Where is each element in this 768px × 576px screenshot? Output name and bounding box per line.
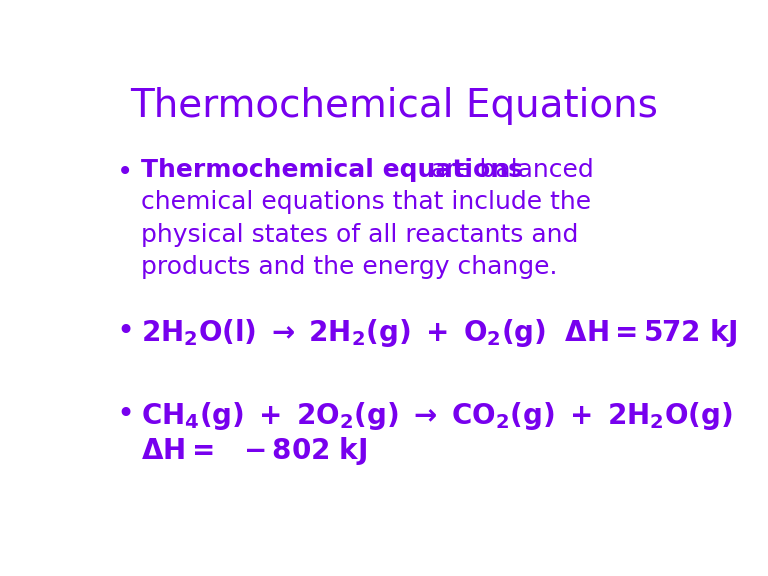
Text: $\mathdefault{CH_4(g)\ +\ 2O_2(g)\ \rightarrow\ CO_2(g)\ +\ 2H_2O(g)}$: $\mathdefault{CH_4(g)\ +\ 2O_2(g)\ \righ… (141, 400, 733, 431)
Text: Thermochemical Equations: Thermochemical Equations (130, 87, 657, 125)
Text: Thermochemical equations: Thermochemical equations (141, 158, 522, 182)
Text: are balanced: are balanced (423, 158, 594, 182)
Text: $\mathdefault{\Delta H =\ \ -802\ kJ}$: $\mathdefault{\Delta H =\ \ -802\ kJ}$ (141, 435, 367, 467)
Text: chemical equations that include the: chemical equations that include the (141, 190, 591, 214)
Text: $\mathdefault{2H_2O(l)\ \rightarrow\ 2H_2(g)\ +\ O_2(g)\ \ \Delta H = 572\ kJ}$: $\mathdefault{2H_2O(l)\ \rightarrow\ 2H_… (141, 317, 737, 350)
Text: •: • (117, 317, 135, 347)
Text: physical states of all reactants and: physical states of all reactants and (141, 222, 578, 247)
Text: products and the energy change.: products and the energy change. (141, 255, 557, 279)
Text: •: • (117, 158, 133, 186)
Text: •: • (117, 400, 135, 429)
